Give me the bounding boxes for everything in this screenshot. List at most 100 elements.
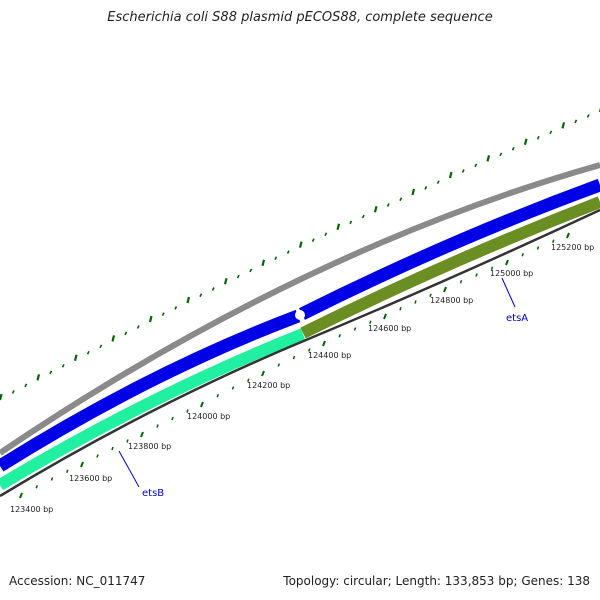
scale-minor-tick — [35, 485, 38, 489]
gc-skew-mark — [298, 241, 303, 248]
gene-leader-etsA — [501, 277, 516, 308]
scale-tick-label: 124800 bp — [430, 296, 473, 305]
scale-minor-tick — [490, 266, 494, 270]
gc-skew-mark — [349, 220, 353, 225]
gc-skew-mark — [86, 350, 90, 355]
gc-skew-mark — [461, 169, 465, 173]
gc-skew-mark — [148, 315, 153, 323]
scale-tick — [443, 286, 447, 293]
etsA-gene-arc[interactable] — [300, 196, 600, 339]
gc-skew-mark — [436, 180, 440, 185]
gc-skew-mark — [399, 197, 403, 202]
scale-minor-tick — [369, 320, 372, 324]
gc-skew-mark — [386, 203, 390, 207]
gc-skew-mark — [274, 256, 278, 261]
gc-skew-mark — [0, 393, 3, 401]
gc-skew-mark — [99, 344, 103, 349]
scale-minor-tick — [156, 424, 159, 428]
gc-skew-mark — [61, 363, 65, 368]
scale-tick-label: 123800 bp — [128, 442, 171, 451]
scale-minor-tick — [231, 386, 235, 390]
scale-tick-label: 125000 bp — [490, 269, 533, 278]
scale-minor-tick — [111, 446, 114, 451]
outer-backbone-ring — [0, 162, 600, 456]
scale-minor-tick — [126, 439, 129, 443]
scale-tick-label: 124200 bp — [247, 381, 290, 390]
etsB-gene-arc[interactable] — [0, 328, 306, 491]
gc-skew-mark — [424, 185, 428, 190]
gene-label-etsB[interactable]: etsB — [142, 488, 164, 499]
scale-minor-tick — [308, 348, 311, 352]
gc-skew-mark — [174, 305, 178, 310]
scale-tick — [19, 492, 23, 499]
gc-skew-mark — [49, 370, 53, 375]
scale-tick — [566, 232, 570, 239]
scale-minor-tick — [552, 239, 555, 243]
gc-skew-mark — [161, 312, 165, 317]
gc-skew-mark — [561, 122, 566, 129]
gc-skew-mark — [286, 250, 290, 254]
map-title: Escherichia coli S88 plasmid pECOS88, co… — [107, 10, 493, 25]
scale-minor-tick — [96, 454, 99, 458]
gc-skew-mark — [24, 383, 28, 388]
gc-skew-mark — [361, 214, 365, 219]
scale-minor-tick — [247, 378, 250, 382]
gc-skew-mark — [523, 138, 528, 146]
scale-tick — [200, 401, 204, 408]
gc-skew-mark — [199, 293, 203, 298]
scale-tick-label: 123600 bp — [69, 474, 112, 483]
gc-skew-marks — [0, 107, 600, 401]
scale-minor-tick — [475, 273, 478, 277]
gc-skew-mark — [499, 152, 503, 157]
position-scale: 123400 bp 123600 bp 123800 bp 124000 bp 1242… — [10, 232, 594, 514]
gc-skew-mark — [249, 268, 253, 273]
cds-join — [295, 310, 305, 320]
scale-minor-tick — [536, 246, 540, 250]
gc-skew-mark — [373, 205, 378, 213]
gc-skew-mark — [236, 274, 240, 279]
cds-track-left[interactable] — [0, 309, 301, 472]
gc-skew-mark — [73, 354, 78, 362]
scale-tick-label: 124600 bp — [368, 324, 411, 333]
gc-skew-mark — [574, 119, 578, 124]
scale-minor-tick — [521, 253, 524, 257]
scale-minor-tick — [399, 307, 402, 311]
scale-tick — [261, 370, 265, 377]
scale-tick — [322, 340, 326, 347]
gc-skew-mark — [511, 146, 515, 151]
gc-skew-mark — [311, 238, 315, 242]
scale-minor-tick — [338, 334, 341, 338]
scale-minor-tick — [459, 280, 463, 284]
scale-tick — [140, 431, 144, 438]
scale-minor-tick — [277, 363, 280, 367]
gc-skew-mark — [124, 331, 128, 336]
cds-track-right[interactable] — [299, 178, 600, 320]
scale-minor-tick — [429, 293, 432, 297]
gc-skew-mark — [536, 135, 540, 140]
gc-skew-mark — [549, 130, 553, 135]
scale-minor-tick — [414, 300, 417, 304]
gc-skew-mark — [111, 335, 116, 342]
scale-minor-tick — [50, 477, 54, 481]
scale-tick-label: 125200 bp — [551, 243, 594, 252]
scale-minor-tick — [171, 416, 174, 421]
inner-backbone — [0, 208, 600, 498]
topology-summary: Topology: circular; Length: 133,853 bp; … — [283, 574, 590, 588]
scale-minor-tick — [66, 469, 69, 473]
gene-label-etsA[interactable]: etsA — [506, 313, 528, 324]
gc-skew-mark — [324, 232, 328, 237]
scale-minor-tick — [353, 327, 357, 331]
accession-label: Accession: NC_011747 — [9, 574, 146, 588]
scale-tick — [383, 313, 387, 320]
gc-skew-mark — [211, 287, 215, 291]
scale-tick — [80, 461, 84, 468]
gc-skew-mark — [474, 163, 478, 168]
gc-skew-mark — [136, 325, 140, 329]
scale-tick-label: 123400 bp — [10, 505, 53, 514]
scale-minor-tick — [216, 394, 219, 398]
gc-skew-mark — [223, 277, 228, 285]
gc-skew-mark — [11, 390, 15, 394]
scale-minor-tick — [292, 355, 296, 360]
scale-minor-tick — [186, 409, 189, 413]
